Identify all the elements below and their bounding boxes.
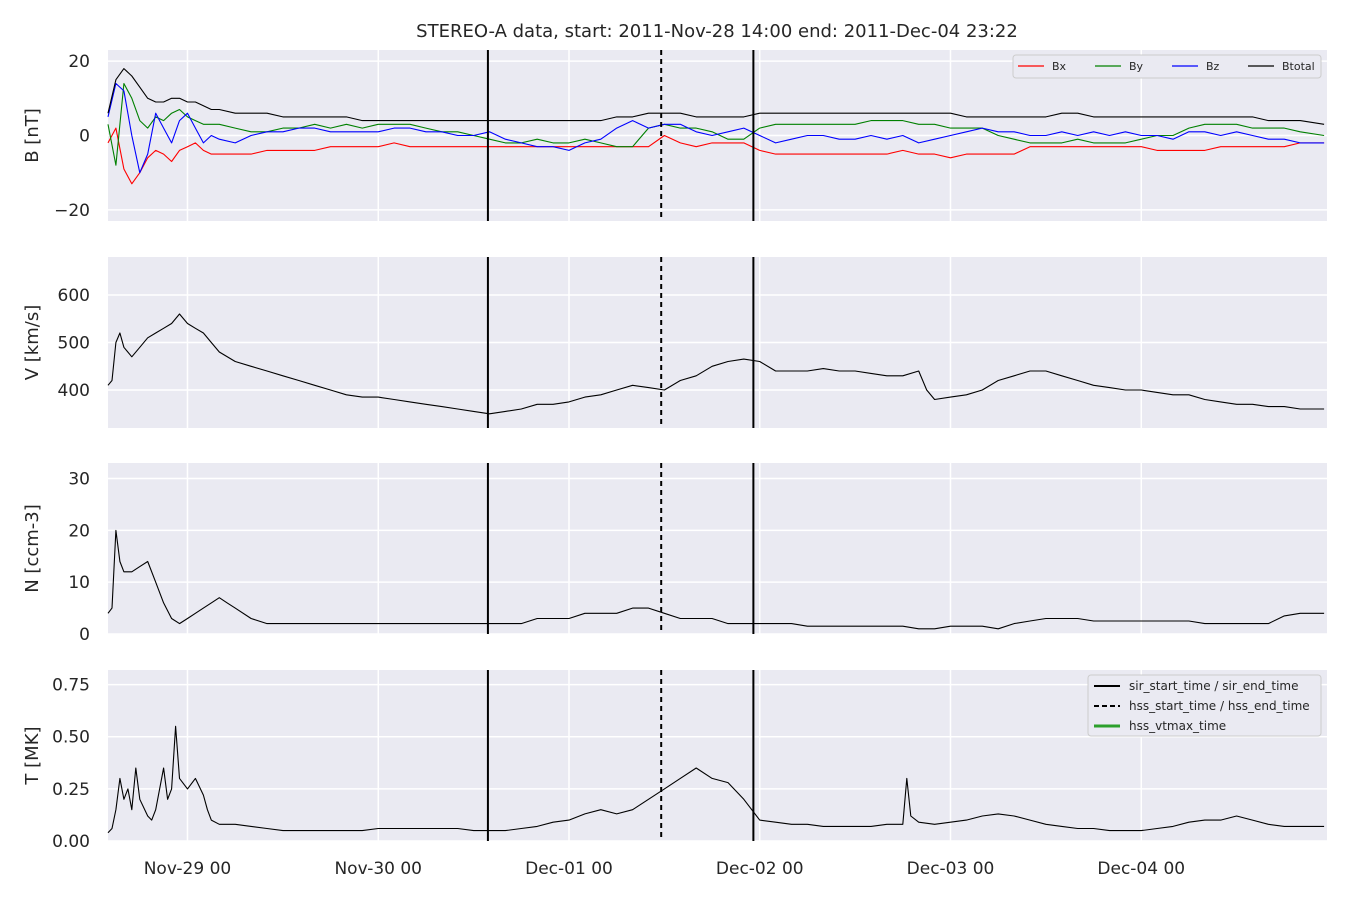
panel-N: 0 10 20 30 N [ccm-3] xyxy=(22,463,1327,645)
y-axis-label: T [MK] xyxy=(22,726,43,785)
panel-V: 400 500 600 V [km/s] xyxy=(22,257,1327,428)
y-tick-label: 0.75 xyxy=(52,676,90,696)
legend-label-Bz: Bz xyxy=(1206,60,1220,73)
legend-label-By: By xyxy=(1129,60,1144,73)
series-line-V xyxy=(107,313,1325,415)
y-tick-label: 10 xyxy=(68,573,90,593)
x-tick-label: Dec-02 00 xyxy=(716,859,804,879)
legend-box xyxy=(1087,674,1322,737)
y-tick-label: 0.25 xyxy=(52,780,90,800)
y-axis-label: V [km/s] xyxy=(22,305,43,380)
legend-label: sir_start_time / sir_end_time xyxy=(1129,679,1299,693)
y-tick-label: 600 xyxy=(58,286,90,306)
y-tick-label: 0 xyxy=(79,625,90,645)
y-tick-label: 30 xyxy=(68,470,90,490)
y-axis-label: B [nT] xyxy=(22,108,43,163)
x-tick-label: Nov-29 00 xyxy=(144,859,232,879)
x-tick-label: Dec-04 00 xyxy=(1097,859,1185,879)
legend-label-Btotal: Btotal xyxy=(1282,60,1315,73)
x-tick-label: Dec-01 00 xyxy=(525,859,613,879)
y-tick-label: 0.50 xyxy=(52,728,90,748)
y-tick-label: −20 xyxy=(54,201,90,221)
y-tick-label: 500 xyxy=(58,334,90,354)
x-tick-label: Nov-30 00 xyxy=(334,859,422,879)
y-tick-label: 20 xyxy=(68,52,90,72)
x-tick-label: Dec-03 00 xyxy=(907,859,995,879)
legend-label-Bx: Bx xyxy=(1052,60,1067,73)
series-line-Btotal xyxy=(107,68,1325,125)
plot-area xyxy=(108,463,1327,634)
legend-box xyxy=(1012,54,1322,79)
y-tick-label: 400 xyxy=(58,381,90,401)
y-tick-label: 0.00 xyxy=(52,832,90,852)
chart-title: STEREO-A data, start: 2011-Nov-28 14:00 … xyxy=(416,21,1018,42)
series-line-Bx xyxy=(107,127,1325,185)
legend-label: hss_start_time / hss_end_time xyxy=(1129,699,1310,713)
y-tick-label: 20 xyxy=(68,521,90,541)
series-line-Bz xyxy=(107,82,1325,174)
legend-events: sir_start_time / sir_end_time hss_start_t… xyxy=(1087,674,1322,737)
y-tick-label: 0 xyxy=(79,127,90,147)
series-line-N xyxy=(107,529,1325,630)
y-axis-label: N [ccm-3] xyxy=(22,504,43,593)
series-line-T xyxy=(107,725,1325,834)
legend-b: Bx By Bz Btotal xyxy=(1012,54,1322,79)
legend-label: hss_vtmax_time xyxy=(1129,719,1226,733)
